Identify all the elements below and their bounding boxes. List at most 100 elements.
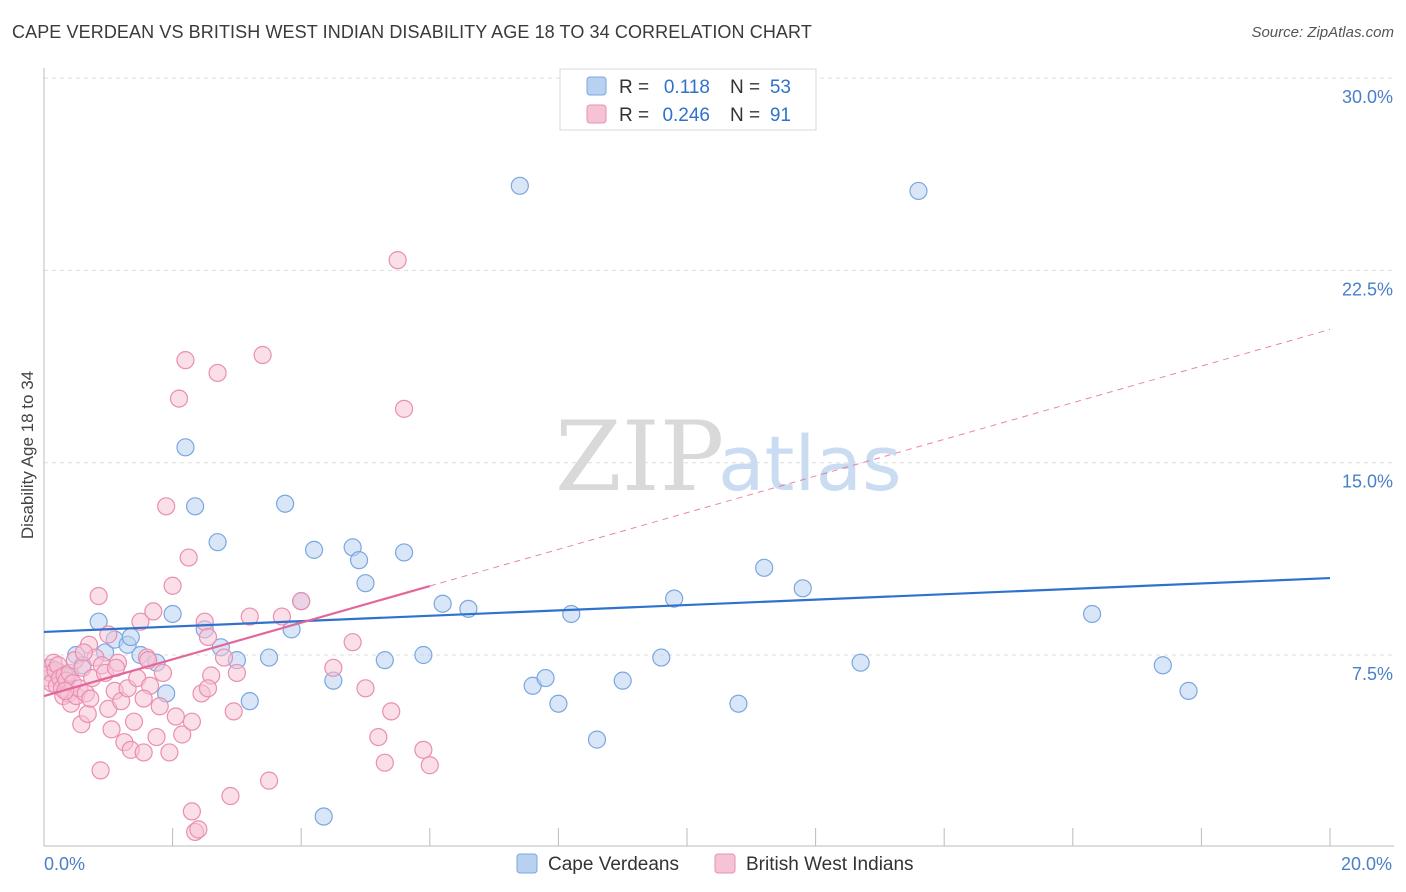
cape-verdean-point-18 (208, 533, 227, 552)
cape-verdean-point-15 (176, 438, 195, 457)
cape-verdean-point-16 (186, 497, 205, 516)
axes (43, 68, 1394, 847)
cape-verdean-point-37 (510, 176, 529, 195)
british-west-indian-point-47 (150, 697, 169, 716)
british-west-indian-point-68 (227, 663, 246, 683)
x-tick-min: 0.0% (44, 854, 85, 874)
cape-verdean-point-26 (304, 540, 324, 559)
cape-verdean-point-47 (755, 558, 774, 577)
british-west-indian-point-62 (198, 627, 218, 647)
series-legend-swatch-blue (516, 853, 538, 874)
trend-line-british-west-indians-extension (429, 328, 1331, 587)
legend-n-value-2: 91 (770, 105, 791, 126)
legend-r-label-1: R = (619, 77, 649, 98)
british-west-indian-point-86 (74, 643, 93, 662)
legend-n-label-1: N = (730, 77, 760, 98)
data-points (44, 176, 1198, 842)
british-west-indian-point-80 (388, 251, 407, 270)
british-west-indian-point-67 (224, 702, 243, 721)
cape-verdean-point-22 (259, 648, 279, 667)
cape-verdean-point-48 (793, 579, 812, 598)
british-west-indian-point-74 (324, 658, 343, 677)
cape-verdean-point-49 (851, 653, 870, 672)
chart-title: CAPE VERDEAN VS BRITISH WEST INDIAN DISA… (12, 22, 812, 42)
cape-verdean-point-50 (909, 181, 928, 201)
watermark-atlas: atlas (718, 419, 902, 508)
y-axis-label: Disability Age 18 to 34 (18, 371, 37, 539)
series-legend: Cape Verdeans British West Indians (516, 853, 914, 875)
british-west-indian-point-39 (124, 712, 144, 731)
british-west-indian-point-27 (89, 586, 108, 606)
cape-verdean-point-39 (536, 668, 555, 688)
british-west-indian-point-66 (221, 786, 240, 806)
british-west-indian-point-41 (131, 612, 150, 631)
british-west-indian-point-73 (292, 592, 311, 611)
british-west-indian-point-59 (189, 820, 208, 839)
british-west-indian-point-64 (208, 363, 227, 383)
legend: R = 0.118 N = 53 R = 0.246 N = 91 (559, 68, 817, 131)
cape-verdean-point-31 (356, 574, 375, 593)
cape-verdean-point-40 (549, 694, 568, 713)
british-west-indian-point-42 (134, 743, 153, 762)
y-tick-labels: 7.5% 15.0% 22.5% 30.0% (1342, 87, 1393, 684)
watermark: ZIP atlas (555, 401, 902, 513)
cape-verdean-point-45 (665, 589, 684, 608)
british-west-indian-point-51 (163, 576, 182, 595)
british-west-indian-point-56 (179, 548, 198, 567)
trend-lines (43, 328, 1331, 698)
british-west-indian-point-90 (81, 689, 100, 708)
cape-verdean-point-21 (240, 692, 259, 711)
british-west-indian-point-50 (160, 743, 179, 762)
british-west-indian-point-76 (356, 679, 375, 698)
british-west-indian-point-65 (214, 648, 234, 667)
british-west-indian-point-53 (169, 389, 189, 408)
legend-n-label-2: N = (730, 105, 760, 126)
series-legend-swatch-pink (714, 853, 736, 874)
x-tick-max: 20.0% (1341, 854, 1392, 874)
legend-r-value-1: 0.118 (664, 77, 710, 98)
series-legend-label-british-west-indians: British West Indians (746, 854, 914, 875)
cape-verdean-point-32 (375, 651, 394, 670)
legend-swatch-blue (586, 76, 607, 96)
british-west-indian-point-78 (375, 753, 394, 772)
british-west-indian-point-70 (253, 345, 272, 365)
cape-verdean-point-53 (1179, 681, 1198, 700)
watermark-zip: ZIP (555, 401, 724, 513)
cape-verdean-point-42 (587, 730, 607, 749)
trend-line-british-west-indians (43, 584, 431, 698)
cape-verdean-point-30 (349, 551, 369, 570)
british-west-indian-point-54 (173, 725, 192, 744)
cape-verdean-point-43 (613, 671, 632, 690)
british-west-indian-point-81 (394, 399, 414, 418)
british-west-indian-point-83 (420, 756, 439, 775)
cape-verdean-point-23 (276, 494, 295, 513)
y-tick-label-1: 15.0% (1342, 472, 1393, 492)
cape-verdean-point-51 (1082, 604, 1102, 624)
british-west-indian-point-45 (144, 602, 163, 621)
british-west-indian-point-57 (182, 802, 201, 821)
british-west-indian-point-75 (343, 633, 362, 652)
british-west-indian-point-55 (176, 351, 195, 370)
cape-verdean-point-35 (433, 594, 452, 613)
cape-verdean-point-44 (652, 648, 671, 667)
british-west-indian-point-79 (382, 702, 401, 721)
cape-verdean-point-27 (314, 807, 333, 826)
cape-verdean-point-46 (729, 694, 748, 713)
british-west-indian-point-88 (182, 712, 201, 731)
british-west-indian-point-23 (78, 704, 97, 724)
series-legend-label-cape-verdeans: Cape Verdeans (548, 854, 679, 875)
cape-verdean-point-10 (121, 627, 140, 647)
y-tick-label-2: 22.5% (1342, 279, 1393, 299)
british-west-indian-point-71 (259, 771, 279, 790)
british-west-indian-point-46 (147, 727, 166, 747)
british-west-indian-point-48 (153, 663, 173, 683)
british-west-indian-point-82 (414, 740, 433, 759)
british-west-indian-point-61 (195, 612, 214, 631)
cape-verdean-point-34 (414, 645, 433, 665)
x-tick-labels: 0.0% 20.0% (44, 854, 1392, 874)
british-west-indian-point-69 (240, 607, 259, 626)
source-label: Source: ZipAtlas.com (1251, 24, 1394, 41)
british-west-indian-point-92 (198, 679, 218, 698)
cape-verdean-point-52 (1153, 656, 1172, 675)
